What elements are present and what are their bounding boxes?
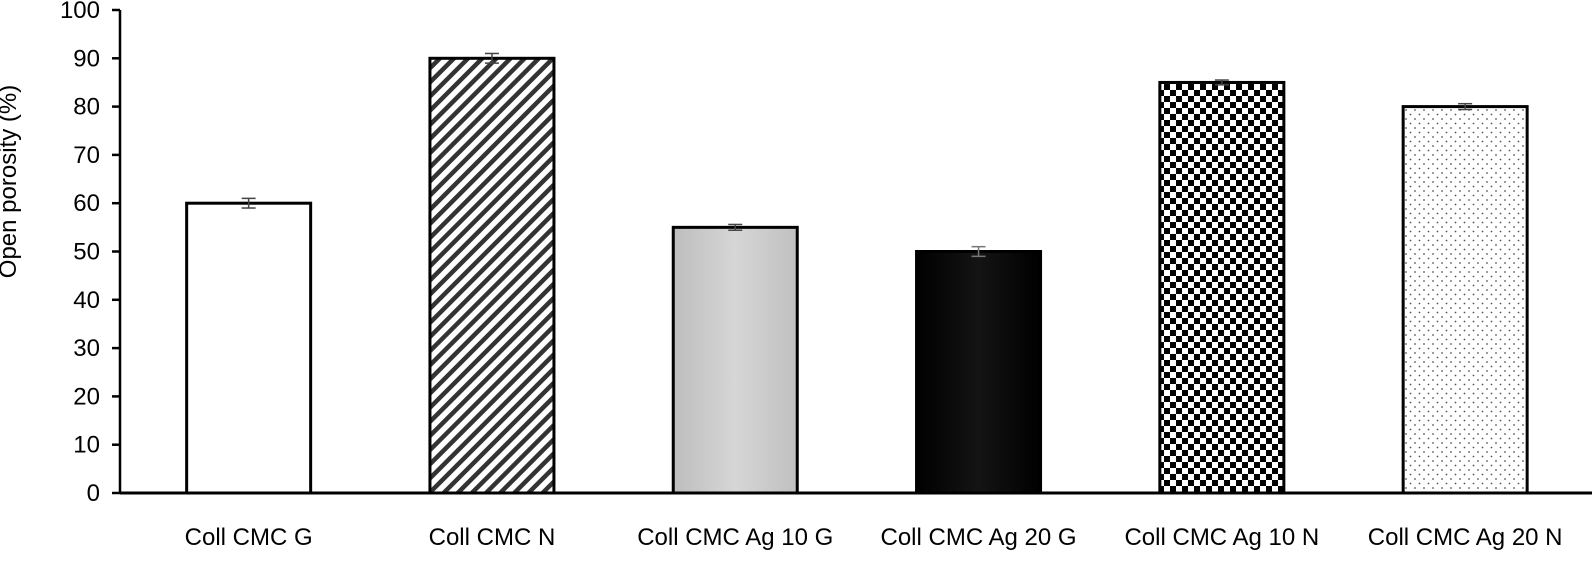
y-tick-label: 90 [73, 45, 100, 72]
y-tick-label: 50 [73, 239, 100, 266]
bar [915, 250, 1043, 495]
y-tick-label: 40 [73, 287, 100, 314]
x-tick-label: Coll CMC N [429, 524, 556, 551]
error-bar [971, 245, 986, 258]
x-axis-labels: Coll CMC G Coll CMC N Coll CMC Ag 10 G Coll… [185, 524, 1563, 551]
y-tick-label: 30 [73, 335, 100, 362]
error-bar [728, 223, 743, 231]
axes [118, 10, 1592, 495]
y-tick-label: 70 [73, 142, 100, 169]
y-axis-ticks: 0 10 20 30 40 50 60 70 80 90 100 [60, 0, 120, 507]
x-tick-label: Coll CMC Ag 10 N [1124, 524, 1319, 551]
y-axis-label: Open porosity (%) [0, 85, 22, 278]
error-bar [1214, 79, 1229, 86]
y-tick-label: 0 [87, 480, 100, 507]
bar [185, 201, 313, 495]
y-tick-label: 100 [60, 0, 100, 24]
bar [428, 56, 556, 495]
x-tick-label: Coll CMC G [185, 524, 313, 551]
y-tick-label: 20 [73, 383, 100, 410]
bars [185, 52, 1529, 495]
error-bar [1458, 102, 1473, 111]
bar [671, 225, 799, 495]
x-tick-label: Coll CMC Ag 10 G [637, 524, 833, 551]
x-tick-label: Coll CMC Ag 20 N [1368, 524, 1563, 551]
y-tick-label: 60 [73, 190, 100, 217]
y-axis-label-group: Open porosity (%) [0, 85, 22, 278]
bar [1401, 105, 1529, 495]
error-bar [484, 52, 499, 64]
y-tick-label: 10 [73, 432, 100, 459]
error-bar [241, 197, 256, 209]
x-tick-label: Coll CMC Ag 20 G [881, 524, 1077, 551]
bar [1158, 80, 1286, 495]
y-tick-label: 80 [73, 94, 100, 121]
